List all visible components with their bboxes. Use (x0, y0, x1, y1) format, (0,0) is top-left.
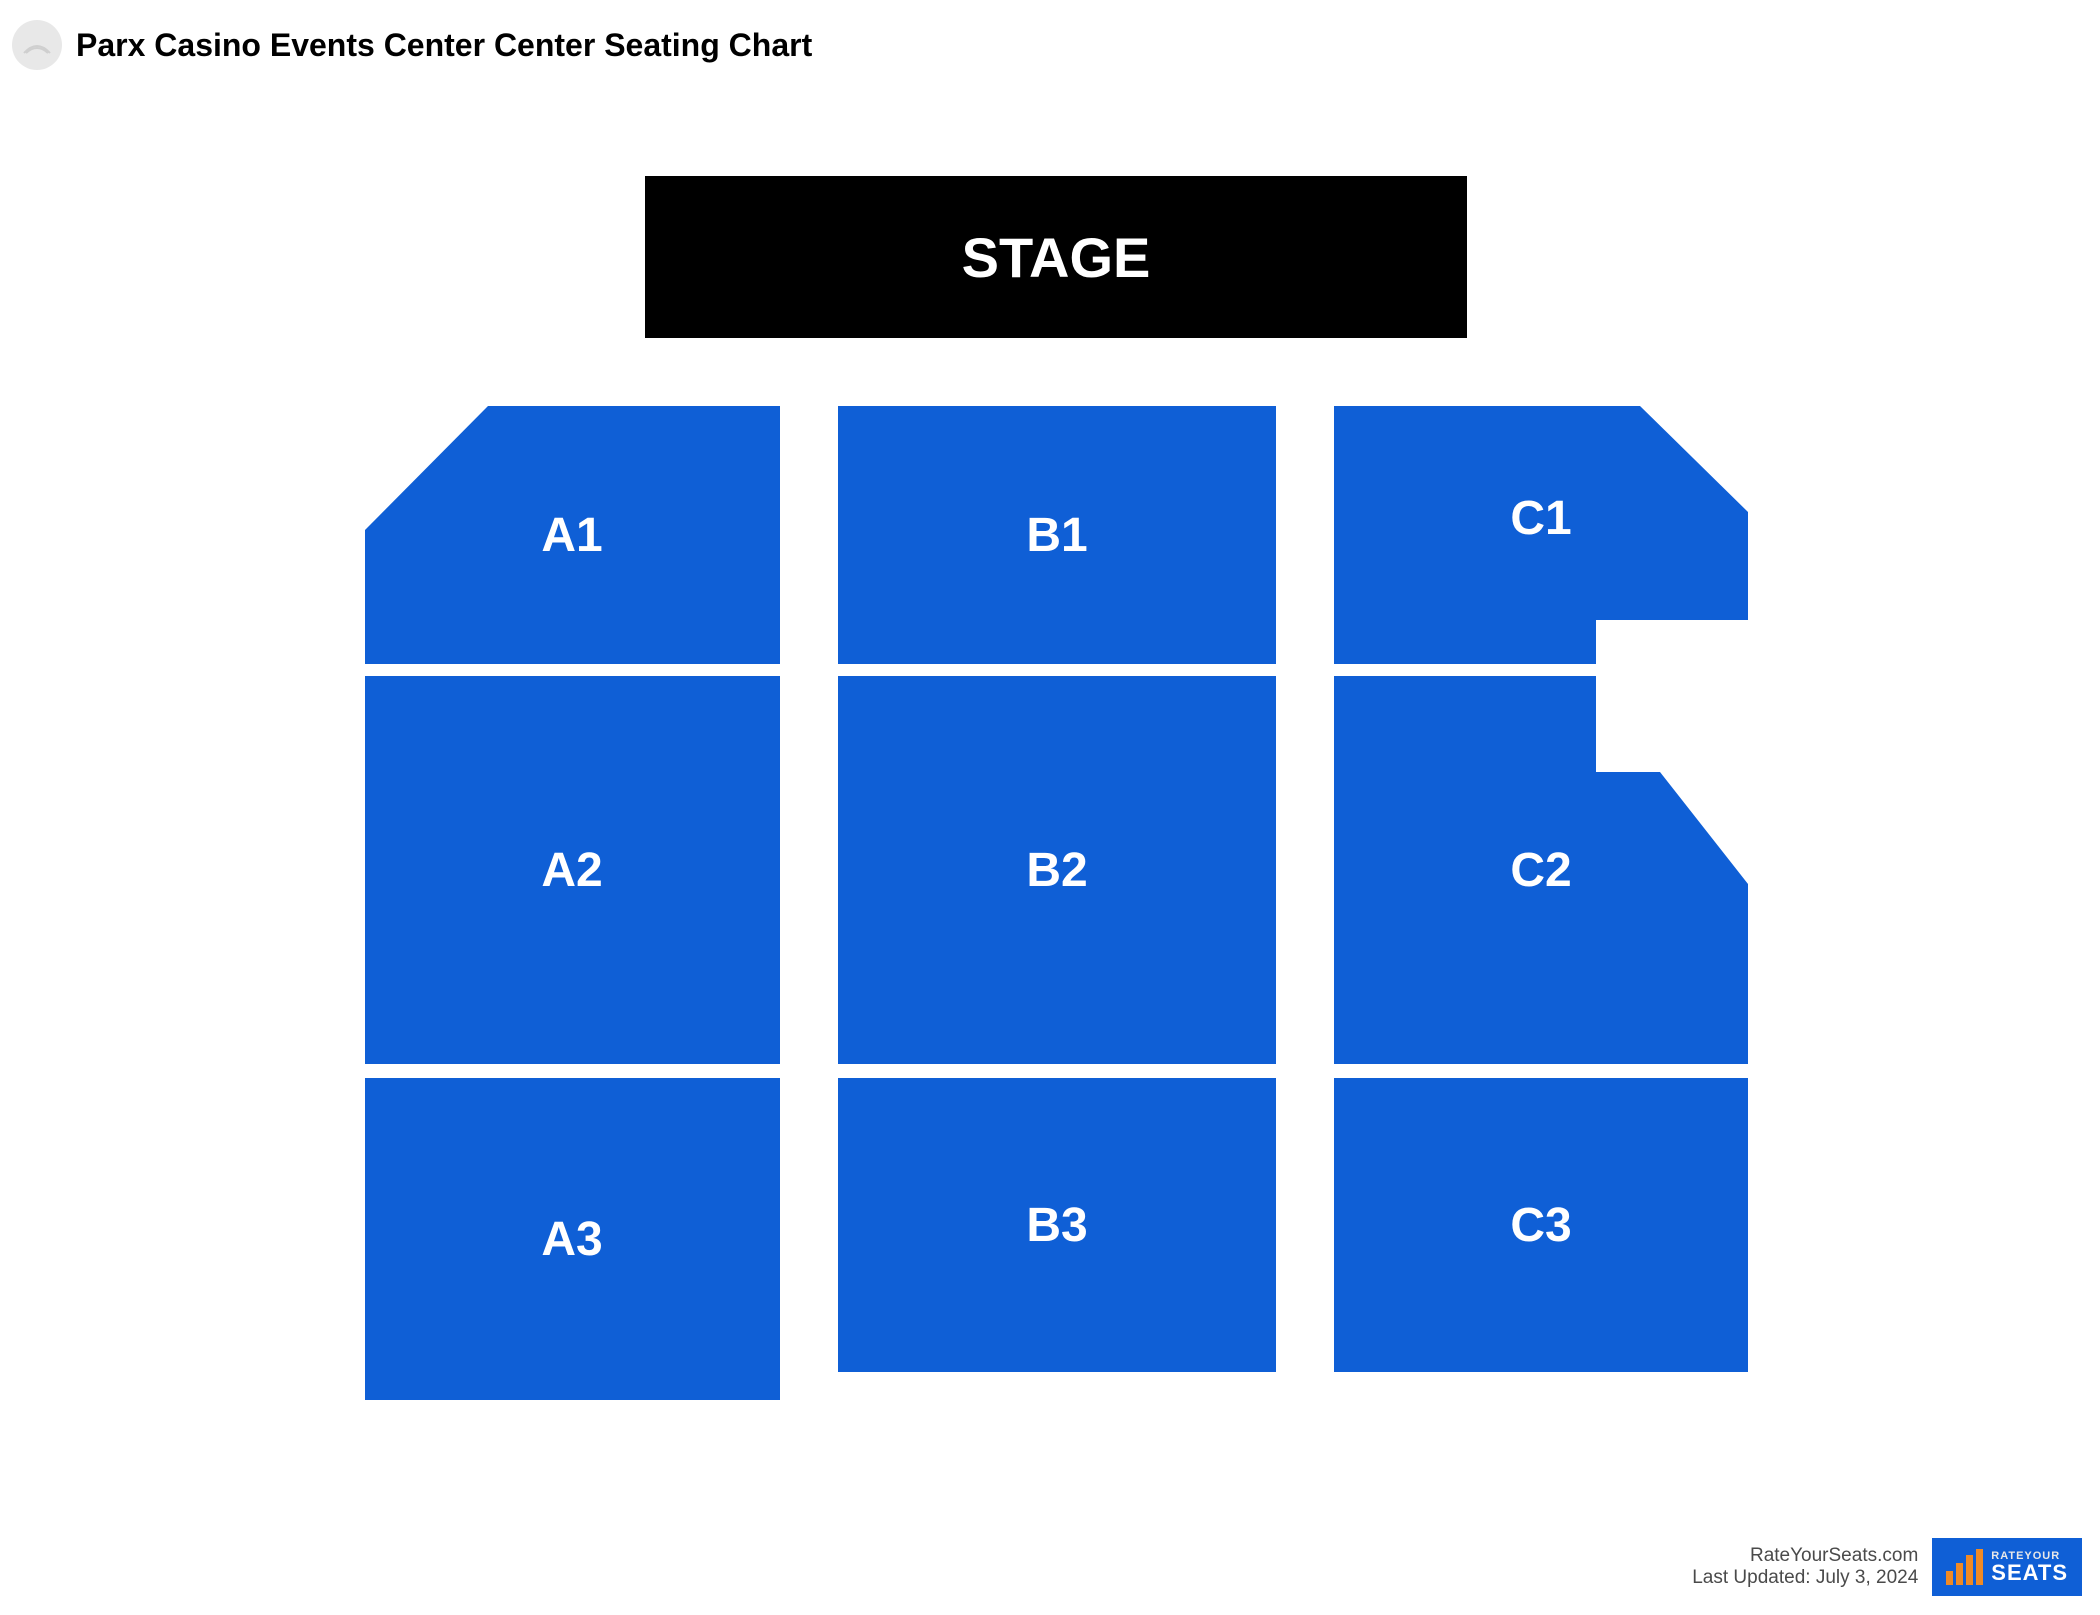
footer-text: RateYourSeats.com Last Updated: July 3, … (1692, 1545, 1918, 1589)
section-c3[interactable] (1334, 1078, 1748, 1372)
header: Parx Casino Events Center Center Seating… (0, 0, 2100, 90)
seating-chart: STAGEA1B1C1A2B2C2A3B3C3 RateYourSeats.co… (0, 90, 2100, 1610)
brand-badge-bottom: SEATS (1991, 1562, 2068, 1584)
section-b3[interactable] (838, 1078, 1276, 1372)
page-title: Parx Casino Events Center Center Seating… (76, 27, 812, 64)
section-b2[interactable] (838, 676, 1276, 1064)
venue-icon (12, 20, 62, 70)
section-c2[interactable] (1334, 676, 1748, 1064)
footer: RateYourSeats.com Last Updated: July 3, … (1692, 1538, 2082, 1596)
section-a2[interactable] (365, 676, 780, 1064)
brand-badge: RATEYOUR SEATS (1932, 1538, 2082, 1596)
section-a3[interactable] (365, 1078, 780, 1400)
seating-chart-svg (0, 90, 2100, 1610)
footer-updated: Last Updated: July 3, 2024 (1692, 1567, 1918, 1589)
footer-site: RateYourSeats.com (1692, 1545, 1918, 1567)
section-c1[interactable] (1334, 406, 1748, 664)
brand-badge-text: RATEYOUR SEATS (1991, 1551, 2068, 1584)
brand-badge-bars-icon (1946, 1549, 1983, 1585)
section-a1[interactable] (365, 406, 780, 664)
stage (645, 176, 1467, 338)
section-b1[interactable] (838, 406, 1276, 664)
